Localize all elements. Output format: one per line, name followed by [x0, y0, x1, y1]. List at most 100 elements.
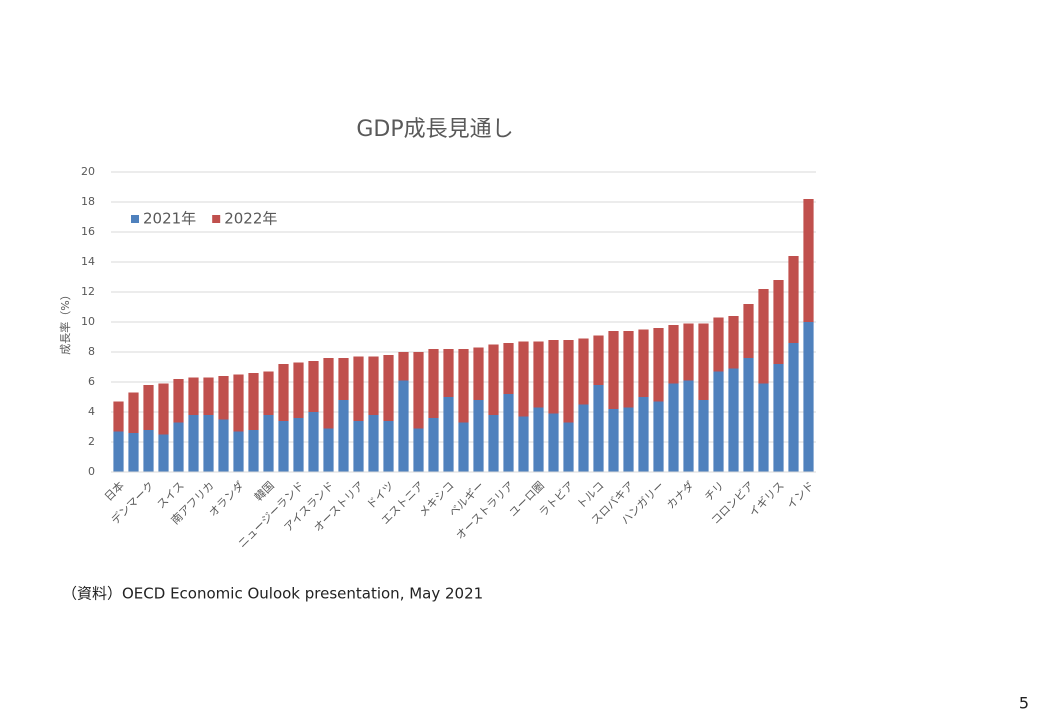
legend-swatch — [212, 215, 221, 223]
bar-segment — [608, 409, 619, 472]
bar-segment — [533, 407, 544, 472]
bar-segment — [758, 383, 769, 472]
bar-segment — [578, 404, 589, 472]
bar-segment — [443, 349, 454, 397]
bar-segment — [668, 383, 679, 472]
bar-segment — [713, 371, 724, 472]
bar-segment — [368, 356, 379, 415]
bar-segment — [563, 422, 574, 472]
bar-segment — [533, 341, 544, 408]
bar-segment — [368, 415, 379, 472]
bar-segment — [128, 433, 139, 472]
bar-segment — [398, 352, 409, 381]
bar-segment — [503, 343, 514, 394]
x-tick-label: 韓国 — [252, 479, 277, 504]
y-tick-label: 16 — [81, 225, 95, 238]
bar-segment — [173, 422, 184, 472]
bar-segment — [233, 374, 244, 432]
bar-segment — [503, 394, 514, 472]
bar-segment — [683, 323, 694, 381]
bar-segment — [158, 434, 169, 472]
legend-swatch — [131, 215, 139, 223]
x-tick-label: インド — [784, 479, 817, 512]
bar-segment — [653, 401, 664, 472]
bar-segment — [593, 385, 604, 472]
bar-segment — [128, 392, 139, 433]
bar-segment — [623, 407, 634, 472]
y-tick-label: 2 — [88, 435, 95, 448]
bar-segment — [113, 401, 124, 432]
y-tick-label: 4 — [88, 405, 95, 418]
y-tick-label: 20 — [81, 165, 95, 178]
bar-segment — [518, 341, 529, 417]
chart-title: GDP成長見通し — [356, 117, 513, 142]
bar-segment — [143, 430, 154, 472]
y-axis-label: 成長率（%） — [58, 289, 72, 354]
bar-segment — [353, 421, 364, 472]
bar-segment — [353, 356, 364, 421]
bar-segment — [443, 397, 454, 472]
bar-segment — [248, 430, 259, 472]
y-tick-label: 6 — [88, 375, 95, 388]
bar-segment — [458, 422, 469, 472]
bar-segment — [263, 415, 274, 472]
bar-segment — [308, 412, 319, 472]
bar-segment — [773, 364, 784, 472]
bar-segment — [488, 415, 499, 472]
bar-segment — [473, 400, 484, 472]
bar-segment — [743, 304, 754, 358]
bar-segment — [338, 400, 349, 472]
bar-segment — [383, 421, 394, 472]
bar-segment — [323, 358, 334, 429]
bar-segment — [428, 418, 439, 472]
y-tick-label: 14 — [81, 255, 95, 268]
page-number: 5 — [1019, 694, 1029, 713]
bar-segment — [248, 373, 259, 430]
bar-segment — [773, 280, 784, 364]
bar-segment — [428, 349, 439, 418]
bar-segment — [758, 289, 769, 384]
bar-segment — [338, 358, 349, 400]
x-tick-label: チリ — [702, 479, 727, 504]
bar-segment — [563, 340, 574, 423]
y-tick-label: 18 — [81, 195, 95, 208]
y-tick-label: 12 — [81, 285, 95, 298]
bar-segment — [203, 377, 214, 415]
bar-segment — [413, 428, 424, 472]
bar-segment — [713, 317, 724, 372]
bar-segment — [728, 368, 739, 472]
bar-segment — [473, 347, 484, 400]
bar-segment — [398, 380, 409, 472]
bar-segment — [698, 323, 709, 400]
bar-segment — [608, 331, 619, 409]
bar-segment — [458, 349, 469, 423]
bar-segment — [188, 377, 199, 415]
bar-segment — [143, 385, 154, 430]
bar-segment — [188, 415, 199, 472]
bar-segment — [638, 397, 649, 472]
bar-segment — [728, 316, 739, 369]
bar-segment — [308, 361, 319, 412]
bar-segment — [788, 343, 799, 472]
bar-segment — [263, 371, 274, 415]
x-tick-label: 日本 — [101, 478, 126, 503]
x-tick-label: カナダ — [664, 478, 697, 511]
y-tick-label: 0 — [88, 465, 95, 478]
bar-segment — [113, 431, 124, 472]
bar-segment — [383, 355, 394, 421]
legend-label: 2022年 — [224, 210, 277, 228]
bar-segment — [173, 379, 184, 423]
bar-segment — [683, 380, 694, 472]
source-note: （資料）OECD Economic Oulook presentation, M… — [62, 585, 483, 603]
bar-segment — [788, 256, 799, 343]
bar-segment — [233, 431, 244, 472]
bar-segment — [218, 419, 229, 472]
bar-segment — [698, 400, 709, 472]
bar-segment — [158, 383, 169, 435]
bar-segment — [593, 335, 604, 385]
bar-segment — [278, 421, 289, 472]
bar-segment — [413, 352, 424, 429]
bar-segment — [203, 415, 214, 472]
bar-segment — [488, 344, 499, 415]
